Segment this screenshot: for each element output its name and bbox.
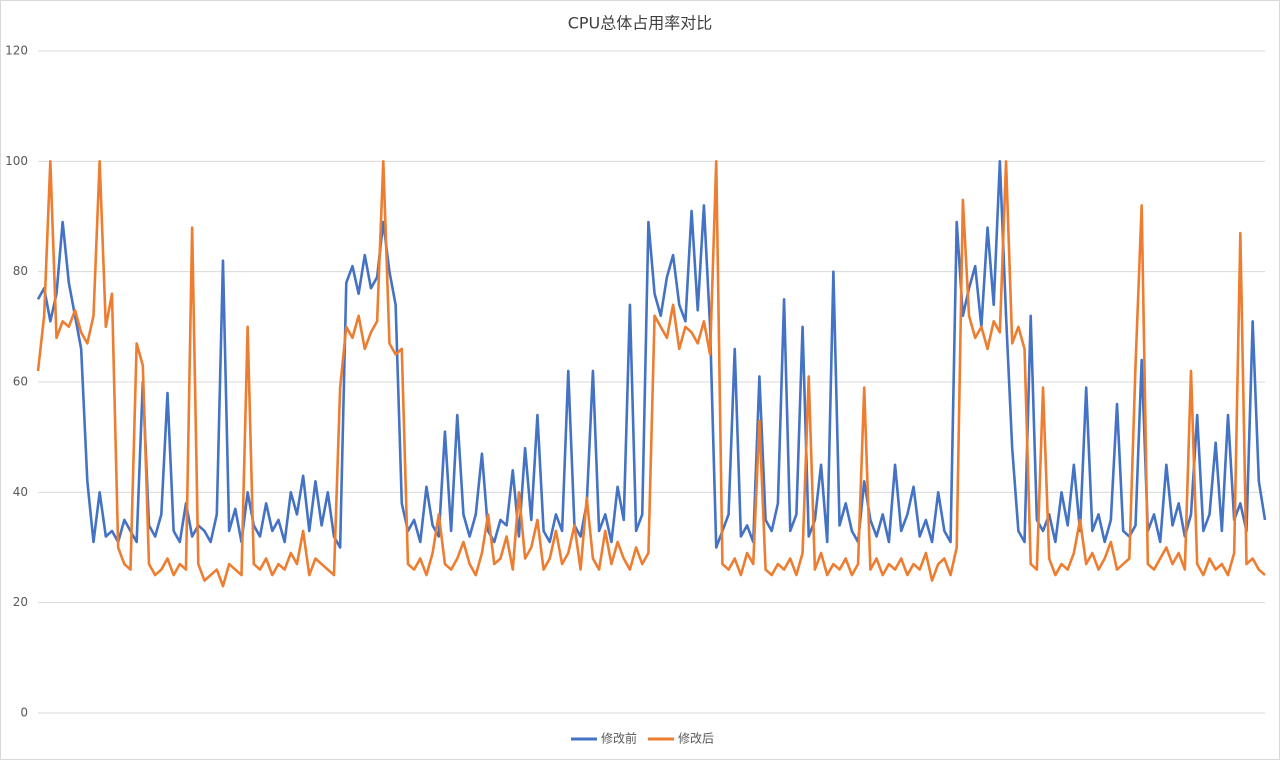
y-tick-label: 80: [13, 264, 28, 278]
series-line: [36, 160, 1266, 588]
legend-label: 修改前: [601, 731, 637, 746]
y-tick-label: 20: [13, 595, 28, 609]
chart-title: CPU总体占用率对比: [568, 14, 713, 33]
y-tick-label: 0: [20, 706, 28, 720]
y-tick-label: 100: [5, 154, 28, 168]
y-tick-label: 40: [13, 485, 28, 499]
y-tick-label: 120: [5, 44, 28, 58]
y-tick-label: 60: [13, 375, 28, 389]
legend-label: 修改后: [678, 731, 714, 746]
